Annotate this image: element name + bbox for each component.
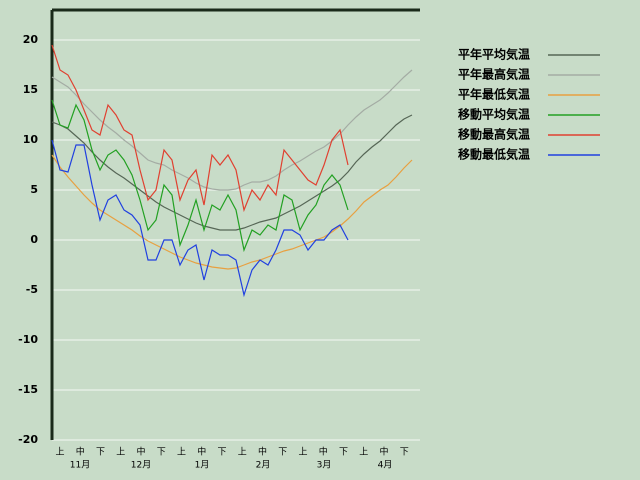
y-tick-label: -20 — [18, 433, 38, 446]
legend-label: 移動最高気温 — [458, 127, 530, 142]
month-label: 12月 — [131, 460, 151, 471]
y-tick-label: 20 — [23, 33, 39, 46]
x-tick-label: 中 — [258, 446, 267, 458]
x-tick-label: 中 — [379, 446, 388, 458]
x-tick-label: 中 — [136, 446, 145, 458]
series-line — [51, 154, 413, 270]
x-tick-label: 下 — [96, 448, 105, 458]
x-tick-label: 上 — [177, 447, 186, 458]
month-label: 3月 — [317, 460, 332, 471]
legend-label: 平年最低気温 — [458, 87, 530, 102]
x-tick-label: 上 — [116, 447, 125, 458]
y-tick-label: 5 — [30, 183, 38, 196]
legend-label: 平年平均気温 — [458, 47, 530, 62]
x-tick-label: 上 — [359, 447, 368, 458]
series-line — [51, 139, 349, 298]
legend-label: 移動平均気温 — [458, 107, 530, 122]
x-tick-label: 中 — [319, 446, 328, 458]
series-line — [51, 69, 413, 191]
legend-label: 平年最高気温 — [458, 67, 530, 82]
month-label: 1月 — [195, 460, 210, 471]
x-tick-label: 上 — [238, 447, 247, 458]
y-tick-label: -10 — [18, 333, 38, 346]
x-tick-label: 上 — [298, 447, 307, 458]
x-tick-label: 下 — [217, 448, 226, 458]
month-label: 4月 — [378, 460, 393, 471]
x-tick-label: 下 — [339, 448, 348, 458]
series-line — [51, 114, 413, 231]
series-line — [51, 44, 349, 213]
month-label: 2月 — [256, 460, 271, 471]
month-label: 11月 — [70, 460, 90, 471]
x-tick-label: 中 — [197, 446, 206, 458]
x-tick-label: 上 — [55, 447, 64, 458]
x-tick-label: 下 — [157, 448, 166, 458]
y-tick-label: -5 — [26, 283, 38, 296]
y-tick-label: -15 — [18, 383, 38, 396]
y-tick-label: 0 — [30, 233, 38, 246]
x-tick-label: 下 — [400, 448, 409, 458]
series-line — [51, 99, 349, 253]
x-tick-label: 中 — [76, 446, 85, 458]
legend-label: 移動最低気温 — [458, 147, 530, 162]
y-tick-label: 15 — [23, 83, 38, 96]
x-tick-label: 下 — [278, 448, 287, 458]
y-tick-label: 10 — [23, 133, 39, 146]
